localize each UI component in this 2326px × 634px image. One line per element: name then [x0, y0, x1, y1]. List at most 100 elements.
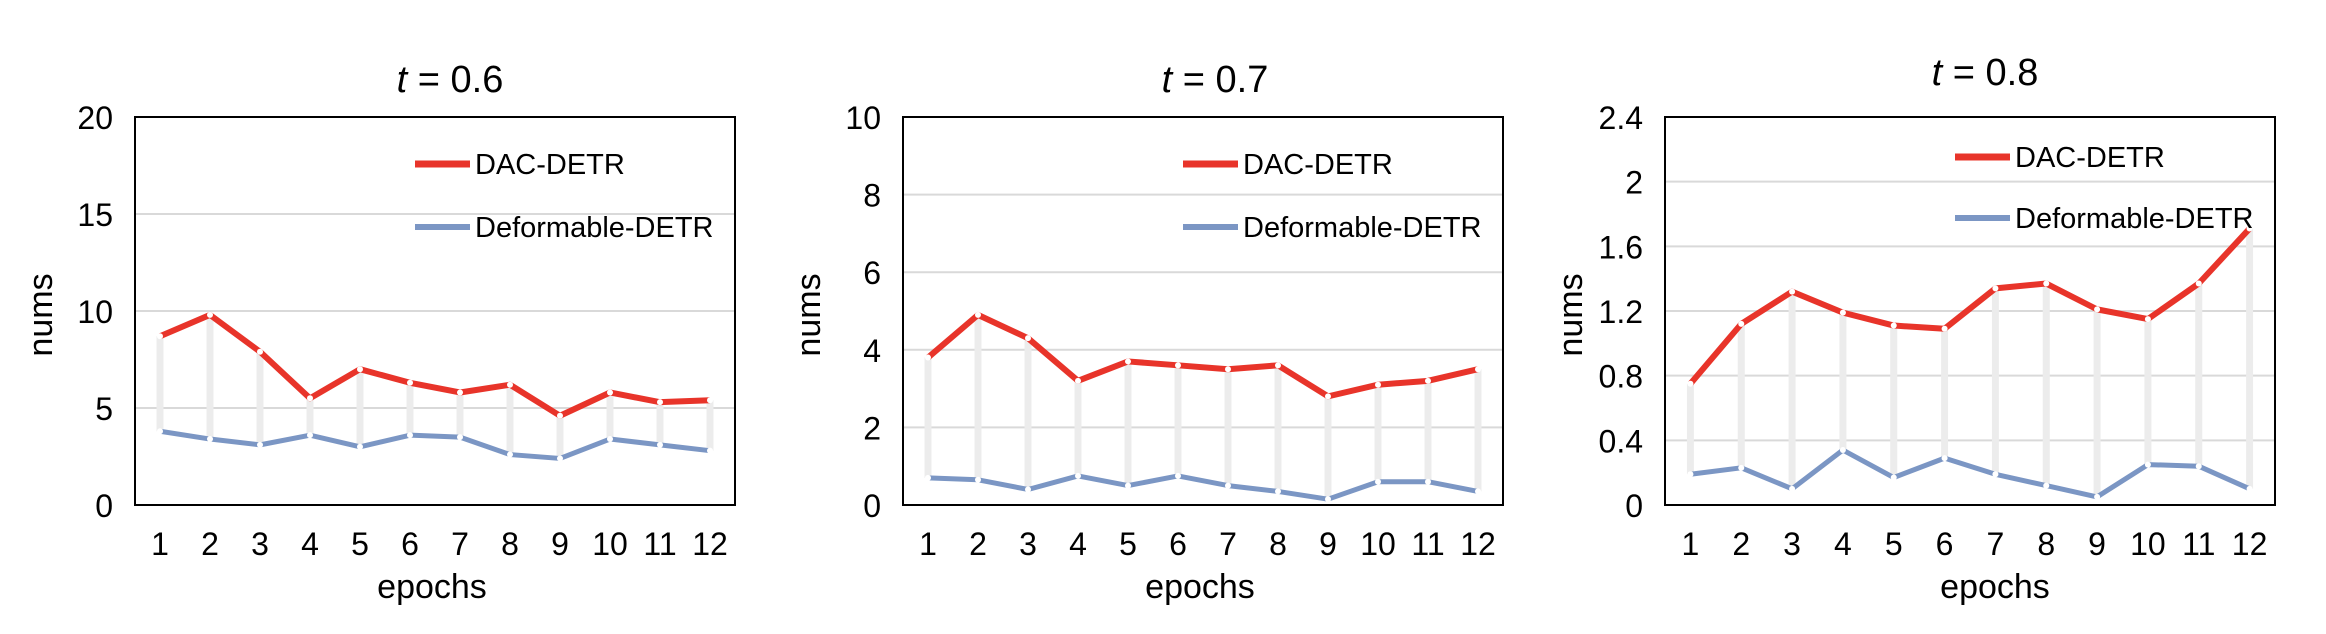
- chart-panel-2: t = 0.8 nums epochs 00.40.81.21.622.41 2 3…: [1552, 52, 2276, 606]
- data-point-0-0-2: [257, 348, 263, 355]
- chart-title-0: t = 0.6: [397, 59, 504, 101]
- data-point-2-1-1: [1738, 464, 1745, 471]
- data-point-1-1-10: [1425, 478, 1431, 485]
- y-tick-label-2-5: 2: [1625, 165, 1643, 201]
- y-tick-label-1-0: 0: [863, 488, 881, 524]
- x-tick-label-1-7: 8: [1269, 526, 1287, 562]
- data-point-0-0-9: [607, 389, 613, 396]
- chart-title-rest-1: = 0.7: [1172, 59, 1268, 101]
- data-point-2-1-2: [1789, 485, 1796, 492]
- x-tick-label-2-1: 2: [1732, 526, 1750, 562]
- data-point-0-1-10: [657, 441, 663, 448]
- data-point-1-0-11: [1475, 366, 1481, 373]
- y-tick-label-2-4: 1.6: [1599, 229, 1643, 265]
- data-point-0-0-7: [507, 381, 513, 388]
- legend-label-2-1: Deformable-DETR: [2015, 203, 2254, 235]
- chart-title-rest-2: = 0.8: [1942, 52, 2038, 94]
- series-line-0-0: [158, 311, 711, 419]
- x-tick-label-0-6: 7: [451, 526, 469, 562]
- data-point-1-0-6: [1225, 366, 1231, 373]
- data-point-1-0-1: [975, 311, 981, 318]
- data-point-0-1-4: [357, 443, 363, 450]
- x-tick-label-2-2: 3: [1783, 526, 1801, 562]
- plot-frame-1: [902, 116, 1504, 506]
- y-tick-label-1-3: 6: [863, 255, 881, 291]
- data-point-0-1-7: [507, 451, 513, 458]
- chart-title-rest-0: = 0.6: [407, 59, 503, 101]
- series-line-1-0: [926, 311, 1479, 400]
- series-line-1-1: [927, 473, 1479, 502]
- x-tick-label-0-2: 3: [251, 526, 269, 562]
- x-tick-label-1-0: 1: [919, 526, 937, 562]
- data-point-0-0-1: [207, 311, 213, 318]
- data-point-0-1-1: [207, 436, 213, 443]
- x-tick-label-1-6: 7: [1219, 526, 1237, 562]
- data-point-2-0-11: [2246, 225, 2253, 232]
- data-point-2-1-11: [2246, 485, 2253, 492]
- data-point-2-0-3: [1839, 309, 1846, 316]
- legend-label-0-1: Deformable-DETR: [475, 212, 714, 244]
- x-axis-label-2: epochs: [1940, 568, 2050, 606]
- data-point-2-1-10: [2195, 463, 2202, 470]
- data-point-2-0-6: [1992, 285, 1999, 292]
- series-line-2-0: [1688, 226, 2252, 386]
- data-point-1-1-2: [1025, 486, 1031, 493]
- y-tick-label-0-4: 20: [77, 100, 113, 136]
- x-tick-label-0-10: 11: [643, 526, 676, 562]
- x-tick-label-1-3: 4: [1069, 526, 1087, 562]
- data-point-0-0-3: [307, 395, 313, 402]
- y-tick-label-2-6: 2.4: [1599, 100, 1643, 136]
- series-line-2-1: [1690, 447, 2251, 500]
- data-point-1-0-7: [1275, 362, 1281, 369]
- plot-frame-2: [1664, 116, 2276, 506]
- x-tick-label-0-3: 4: [301, 526, 319, 562]
- plot-frame-0: [134, 116, 736, 506]
- data-point-1-1-11: [1475, 488, 1481, 495]
- data-point-2-0-2: [1789, 288, 1796, 295]
- y-tick-label-2-3: 1.2: [1599, 294, 1643, 330]
- x-tick-label-0-11: 12: [692, 526, 728, 562]
- x-tick-label-1-8: 9: [1319, 526, 1337, 562]
- x-tick-label-2-0: 1: [1682, 526, 1700, 562]
- data-point-1-1-6: [1225, 482, 1231, 489]
- x-tick-label-2-5: 6: [1936, 526, 1954, 562]
- data-point-1-0-8: [1325, 393, 1331, 400]
- data-point-2-0-9: [2144, 316, 2151, 323]
- y-tick-label-1-4: 8: [863, 178, 881, 214]
- x-tick-label-0-8: 9: [551, 526, 569, 562]
- data-point-1-1-5: [1175, 472, 1181, 479]
- x-tick-label-2-4: 5: [1885, 526, 1903, 562]
- x-tick-label-1-5: 6: [1169, 526, 1187, 562]
- x-tick-label-2-7: 8: [2037, 526, 2055, 562]
- data-point-1-0-9: [1375, 381, 1381, 388]
- y-tick-label-2-1: 0.4: [1599, 423, 1643, 459]
- data-point-0-0-10: [657, 399, 663, 406]
- x-axis-label-1: epochs: [1145, 568, 1255, 606]
- y-axis-label-1: nums: [790, 273, 828, 356]
- data-point-2-0-0: [1687, 380, 1694, 387]
- data-point-1-0-0: [925, 354, 931, 361]
- data-point-1-0-10: [1425, 377, 1431, 384]
- data-point-0-1-8: [557, 455, 563, 462]
- data-point-0-1-11: [707, 447, 713, 454]
- x-tick-label-2-11: 12: [2232, 526, 2268, 562]
- data-point-0-1-0: [157, 428, 163, 435]
- data-point-2-0-1: [1738, 320, 1745, 327]
- y-tick-label-0-1: 5: [95, 391, 113, 427]
- data-point-1-0-4: [1125, 358, 1131, 365]
- x-tick-label-0-1: 2: [201, 526, 219, 562]
- chart-title-var-0: t: [397, 59, 409, 101]
- data-point-1-1-0: [925, 474, 931, 481]
- y-axis-label-2: nums: [1552, 273, 1590, 356]
- data-point-2-0-8: [2094, 306, 2101, 313]
- data-point-1-1-4: [1125, 482, 1131, 489]
- x-tick-label-2-6: 7: [1987, 526, 2005, 562]
- x-tick-label-0-4: 5: [351, 526, 369, 562]
- data-point-0-0-5: [407, 379, 413, 386]
- x-tick-label-1-4: 5: [1119, 526, 1137, 562]
- x-tick-label-2-3: 4: [1834, 526, 1852, 562]
- y-tick-label-2-2: 0.8: [1599, 359, 1643, 395]
